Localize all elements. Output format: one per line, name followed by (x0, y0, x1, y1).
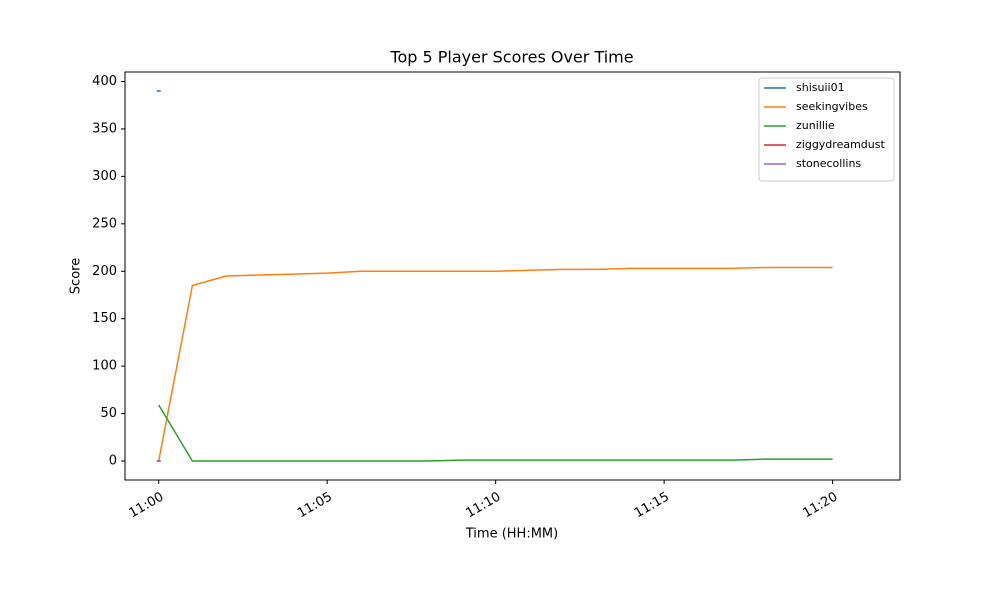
legend-label: stonecollins (796, 157, 861, 170)
series-line (158, 404, 833, 462)
legend: shisuii01 seekingvibes zunillie ziggydreamd… (758, 77, 895, 182)
x-tick-label: 11:00 (126, 490, 166, 522)
legend-label: seekingvibes (796, 100, 868, 113)
y-tick-label: 350 (92, 121, 117, 136)
x-tick-label: 11:05 (295, 490, 335, 522)
y-tick-label: 0 (109, 454, 117, 469)
y-tick-label: 100 (92, 359, 117, 374)
legend-frame (758, 77, 895, 182)
plot-frame (124, 71, 901, 481)
y-tick-label: 400 (92, 74, 117, 89)
y-tick-label: 250 (92, 216, 117, 231)
legend-label: ziggydreamdust (796, 138, 885, 151)
chart-title: Top 5 Player Scores Over Time (389, 48, 633, 67)
y-tick-label: 50 (100, 406, 117, 421)
y-axis-label: Score (69, 258, 84, 294)
y-tick-label: 150 (92, 311, 117, 326)
series-line (157, 266, 833, 462)
y-tick-label: 300 (92, 169, 117, 184)
x-tick-label: 11:20 (800, 490, 840, 522)
x-tick-label: 11:10 (463, 490, 503, 522)
y-tick-label: 200 (92, 264, 117, 279)
x-tick-label: 11:15 (632, 490, 672, 522)
legend-label: shisuii01 (796, 81, 845, 94)
x-axis-label: Time (HH:MM) (465, 527, 558, 542)
legend-label: zunillie (796, 119, 835, 132)
